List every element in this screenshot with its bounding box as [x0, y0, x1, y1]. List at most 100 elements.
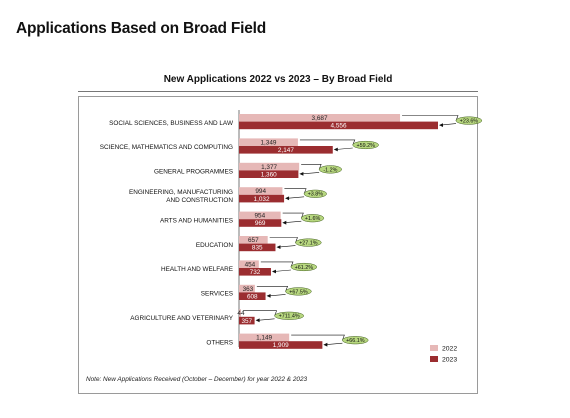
bar-2022 — [239, 187, 283, 195]
change-label: +1.6% — [305, 216, 321, 222]
value-label-2022: 1,149 — [256, 335, 272, 342]
category-label: ARTS AND HUMANITIES — [160, 217, 233, 224]
bar-2022 — [239, 114, 401, 122]
value-label-2022: 954 — [254, 213, 265, 220]
change-connector — [301, 164, 322, 170]
value-label-2022: 3,687 — [312, 115, 328, 122]
change-arrow — [273, 269, 291, 272]
change-arrowhead — [266, 294, 271, 298]
chart-note: Note: New Applications Received (October… — [86, 376, 308, 383]
change-badge — [290, 262, 318, 272]
change-label: +3.8% — [308, 192, 324, 198]
value-label-2023: 969 — [255, 220, 266, 227]
category-label: SOCIAL SCIENCES, BUSINESS AND LAW — [109, 120, 234, 127]
change-arrowhead — [271, 269, 276, 274]
page-title: Applications Based on Broad Field — [16, 20, 267, 37]
bar-2023 — [239, 341, 323, 349]
category-label: GENERAL PROGRAMMES — [154, 169, 233, 176]
change-connector — [299, 139, 356, 146]
value-label-2023: 1,909 — [273, 342, 289, 349]
bar-2023 — [239, 243, 276, 252]
change-connector — [282, 212, 304, 219]
change-arrowhead — [323, 342, 328, 347]
legend-label-2023: 2023 — [442, 357, 457, 364]
legend-swatch-2023 — [430, 356, 438, 362]
chart-title-rule — [78, 91, 478, 92]
change-badge — [301, 214, 325, 223]
change-arrow — [325, 342, 343, 345]
bar-2022 — [239, 162, 300, 171]
bar-2023 — [239, 268, 271, 276]
change-badge — [352, 140, 379, 150]
value-label-2022: 44 — [237, 310, 245, 317]
change-connector — [284, 188, 307, 194]
bar-2022 — [239, 211, 281, 220]
change-badge — [303, 189, 327, 198]
change-badge — [285, 287, 312, 296]
bar-2022 — [239, 309, 241, 317]
change-arrow — [278, 245, 296, 248]
bar-2023 — [239, 219, 282, 227]
change-arrow — [257, 318, 275, 321]
change-arrow — [284, 220, 302, 223]
change-connector — [260, 261, 294, 268]
bar-2022 — [239, 333, 290, 342]
bar-2023 — [239, 146, 333, 154]
bar-2022 — [239, 260, 259, 268]
change-label: +711.4% — [279, 314, 300, 320]
change-badge — [318, 165, 342, 174]
change-badge — [342, 336, 369, 345]
value-label-2022: 657 — [248, 237, 259, 244]
change-arrowhead — [299, 172, 304, 176]
change-arrowhead — [255, 318, 260, 323]
change-arrowhead — [285, 196, 290, 201]
value-label-2023: 835 — [252, 245, 263, 252]
change-badge — [274, 311, 304, 320]
value-label-2023: 4,556 — [331, 123, 347, 130]
change-arrowhead — [276, 245, 281, 249]
value-label-2022: 1,349 — [260, 139, 276, 146]
change-arrow — [335, 147, 353, 150]
change-label: +66.1% — [346, 338, 365, 344]
category-label: ENGINEERING, MANUFACTURING — [129, 189, 233, 196]
category-label: SCIENCE, MATHEMATICS AND COMPUTING — [100, 144, 233, 151]
value-label-2023: 1,032 — [254, 196, 270, 203]
change-connector — [256, 285, 288, 292]
change-connector — [269, 237, 298, 243]
change-label: +59.2% — [356, 143, 375, 149]
bar-2023 — [239, 170, 299, 178]
change-arrow — [440, 123, 457, 126]
change-label: +23.6% — [460, 119, 479, 125]
change-label: +27.1% — [299, 241, 318, 247]
bar-2023 — [239, 292, 266, 300]
category-label: AGRICULTURE AND VETERINARY — [130, 315, 233, 322]
bar-2023 — [239, 194, 285, 203]
change-arrowhead — [282, 220, 287, 225]
legend-label-2022: 2022 — [442, 346, 457, 353]
bar-2022 — [239, 138, 298, 146]
change-label: +67.5% — [289, 289, 308, 295]
change-connector — [291, 334, 345, 341]
change-connector — [402, 115, 459, 121]
category-label: EDUCATION — [196, 242, 234, 249]
value-label-2022: 363 — [243, 286, 254, 293]
value-label-2023: 608 — [247, 293, 258, 300]
bar-2023 — [239, 121, 438, 130]
change-connector — [242, 310, 278, 316]
value-label-2023: 732 — [250, 269, 261, 276]
value-label-2023: 1,360 — [261, 171, 277, 178]
change-badge — [295, 238, 322, 247]
category-label: HEALTH AND WELFARE — [161, 266, 233, 273]
change-arrow — [268, 294, 286, 297]
legend-swatch-2022 — [430, 345, 438, 351]
chart-title: New Applications 2022 vs 2023 – By Broad… — [163, 74, 393, 85]
category-label: OTHERS — [206, 339, 233, 346]
change-label: +61.2% — [295, 265, 314, 271]
bar-2023 — [239, 316, 255, 325]
value-label-2023: 2,147 — [278, 147, 294, 154]
value-label-2023: 357 — [241, 318, 252, 325]
value-label-2022: 454 — [245, 261, 256, 268]
bar-2022 — [239, 284, 255, 293]
change-arrowhead — [439, 123, 443, 127]
